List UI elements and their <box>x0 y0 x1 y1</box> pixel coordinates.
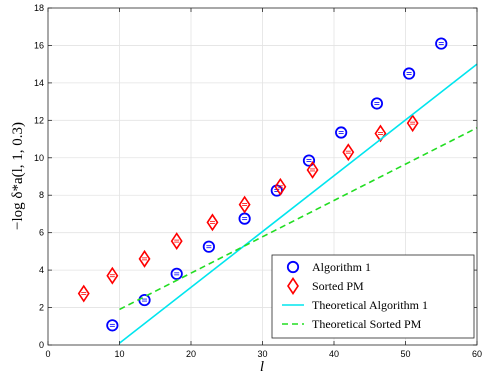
x-tick-label: 40 <box>329 349 339 359</box>
data-point <box>106 319 119 332</box>
x-tick-label: 0 <box>45 349 50 359</box>
data-point <box>335 126 348 139</box>
legend-swatch <box>286 260 300 274</box>
data-point <box>238 195 251 214</box>
data-point <box>170 232 183 251</box>
legend-label: Sorted PM <box>312 279 364 293</box>
x-tick-label: 60 <box>472 349 482 359</box>
x-axis-label: l <box>260 359 264 375</box>
y-axis-label: −log δ*a(l, 1, 0.3) <box>10 122 26 230</box>
x-tick-label: 20 <box>186 349 196 359</box>
x-tick-label: 30 <box>257 349 267 359</box>
y-tick-label: 6 <box>39 228 44 238</box>
legend-box <box>271 254 475 339</box>
legend-label: Theoretical Sorted PM <box>312 317 422 331</box>
data-point <box>406 114 419 133</box>
y-tick-label: 8 <box>39 190 44 200</box>
legend-label: Theoretical Algorithm 1 <box>312 298 428 312</box>
legend: Algorithm 1 Sorted PM Theoretical Algorith… <box>271 254 475 339</box>
legend-label: Algorithm 1 <box>312 260 371 274</box>
series-theoretical-sorted-pm <box>119 127 478 311</box>
data-point <box>274 177 287 196</box>
x-tick-label: 50 <box>400 349 410 359</box>
series-layer <box>77 37 478 344</box>
y-tick-label: 2 <box>39 303 44 313</box>
data-point <box>206 213 219 232</box>
data-point <box>370 97 383 110</box>
series-line <box>119 63 478 344</box>
y-tick-label: 16 <box>34 40 44 50</box>
data-point <box>302 154 316 167</box>
series-sorted-pm <box>77 114 419 303</box>
y-tick-label: 14 <box>34 78 44 88</box>
data-point <box>374 124 387 143</box>
y-tick-label: 12 <box>34 115 44 125</box>
data-point <box>170 267 183 280</box>
ticks: 0 10 20 30 40 50 60 0 2 4 6 8 10 12 14 16 18 <box>34 3 482 359</box>
y-tick-label: 18 <box>34 3 44 13</box>
data-point <box>435 37 448 50</box>
data-point <box>402 67 416 80</box>
series-line <box>119 127 478 311</box>
legend-swatch <box>287 277 299 295</box>
y-tick-label: 4 <box>39 265 44 275</box>
data-point <box>202 240 215 253</box>
data-point <box>306 161 319 179</box>
data-point <box>138 249 151 268</box>
y-tick-label: 10 <box>34 153 44 163</box>
data-point <box>77 284 90 303</box>
data-point <box>342 143 355 162</box>
series-theoretical-algorithm-1 <box>119 63 478 344</box>
y-tick-label: 0 <box>39 340 44 350</box>
x-tick-label: 10 <box>114 349 124 359</box>
data-point <box>106 266 119 285</box>
